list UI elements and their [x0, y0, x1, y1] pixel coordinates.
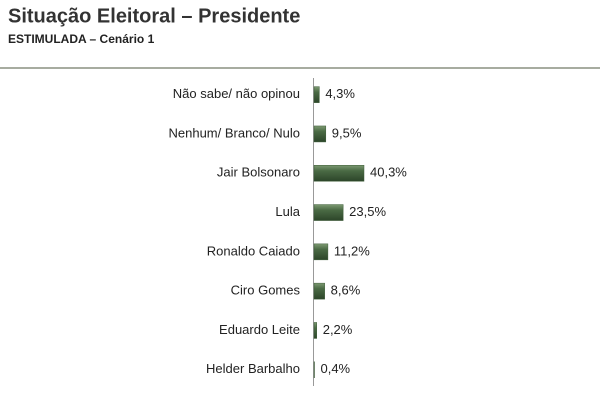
value-label: 8,6% [331, 283, 361, 298]
category-label: Helder Barbalho [206, 361, 300, 376]
category-label: Não sabe/ não opinou [173, 86, 300, 101]
bar [313, 125, 327, 143]
category-label: Jair Bolsonaro [217, 165, 300, 180]
chart-title: Situação Eleitoral – Presidente [8, 5, 300, 27]
value-label: 2,2% [323, 322, 353, 337]
category-label: Ronaldo Caiado [207, 243, 300, 258]
bar [313, 86, 320, 103]
bar [313, 282, 325, 300]
category-label: Ciro Gomes [231, 283, 301, 298]
value-label: 40,3% [370, 165, 407, 180]
category-label: Nenhum/ Branco/ Nulo [168, 125, 300, 140]
bar [313, 204, 344, 221]
category-label: Eduardo Leite [219, 322, 300, 337]
category-label: Lula [275, 204, 300, 219]
value-label: 0,4% [320, 361, 350, 376]
bar [313, 322, 317, 339]
value-label: 23,5% [349, 204, 386, 219]
chart-subtitle: ESTIMULADA – Cenário 1 [8, 32, 155, 46]
value-label: 9,5% [332, 125, 362, 140]
bar [313, 243, 329, 261]
value-label: 11,2% [334, 243, 370, 258]
value-label: 4,3% [325, 86, 355, 101]
bar [313, 165, 365, 182]
